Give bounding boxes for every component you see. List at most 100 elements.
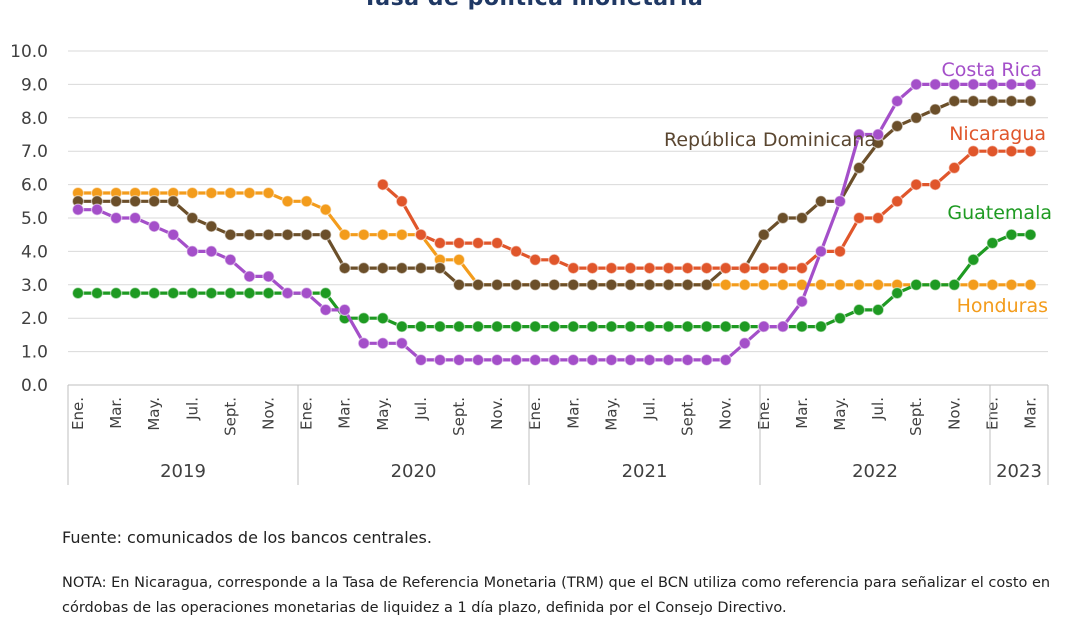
data-point-republica-dominicana bbox=[300, 228, 313, 241]
x-tick-label: Nov. bbox=[488, 397, 506, 430]
y-tick-label: 7.0 bbox=[21, 142, 48, 162]
data-point-honduras bbox=[376, 228, 389, 241]
data-point-nicaragua bbox=[490, 236, 504, 250]
data-point-guatemala bbox=[433, 320, 447, 333]
data-point-costa-rica bbox=[452, 353, 466, 367]
data-point-republica-dominicana bbox=[167, 195, 180, 208]
data-point-costa-rica bbox=[871, 128, 885, 141]
data-point-republica-dominicana bbox=[376, 261, 389, 275]
data-point-costa-rica bbox=[890, 94, 904, 108]
data-point-guatemala bbox=[243, 286, 256, 300]
data-point-guatemala bbox=[490, 320, 504, 333]
x-tick-label: Ene. bbox=[69, 397, 87, 430]
data-point-nicaragua bbox=[681, 261, 694, 275]
data-point-guatemala bbox=[662, 320, 675, 333]
data-point-republica-dominicana bbox=[986, 94, 999, 108]
data-point-guatemala bbox=[509, 320, 523, 333]
data-point-guatemala bbox=[357, 312, 370, 325]
data-point-guatemala bbox=[452, 320, 466, 333]
data-point-honduras bbox=[738, 278, 751, 291]
data-point-guatemala bbox=[414, 320, 428, 333]
data-point-costa-rica bbox=[109, 211, 123, 225]
x-tick-label: May. bbox=[374, 397, 392, 431]
data-point-republica-dominicana bbox=[262, 228, 275, 241]
data-point-republica-dominicana bbox=[586, 278, 599, 291]
data-point-costa-rica bbox=[910, 78, 923, 91]
data-point-costa-rica bbox=[1005, 78, 1018, 91]
data-point-guatemala bbox=[967, 253, 980, 266]
data-point-nicaragua bbox=[567, 261, 580, 275]
data-point-republica-dominicana bbox=[700, 278, 713, 291]
y-tick-label: 6.0 bbox=[21, 176, 48, 196]
data-point-nicaragua bbox=[948, 161, 961, 175]
series-label-costa-rica: Costa Rica bbox=[942, 59, 1043, 81]
data-point-costa-rica bbox=[738, 337, 751, 350]
data-point-republica-dominicana bbox=[281, 228, 294, 241]
data-point-guatemala bbox=[205, 286, 218, 300]
y-tick-label: 10.0 bbox=[10, 42, 48, 62]
x-tick-label: Jul. bbox=[641, 397, 659, 421]
policy-rate-chart: 0.0 1.0 2.0 3.0 4.0 5.0 6.0 7.0 8.0 9.0 10.0 Ene. M… bbox=[10, 42, 1052, 485]
x-tick-label: Nov. bbox=[945, 397, 963, 430]
data-point-costa-rica bbox=[338, 303, 351, 317]
x-tick-label: Jul. bbox=[183, 397, 201, 421]
data-point-honduras bbox=[986, 278, 999, 291]
data-point-honduras bbox=[338, 228, 351, 241]
data-point-costa-rica bbox=[205, 245, 218, 258]
y-tick-label: 8.0 bbox=[21, 109, 48, 129]
data-point-republica-dominicana bbox=[452, 278, 466, 291]
data-point-republica-dominicana bbox=[319, 228, 332, 241]
data-point-honduras bbox=[452, 253, 466, 266]
data-point-nicaragua bbox=[529, 253, 542, 266]
data-point-guatemala bbox=[738, 320, 751, 333]
data-point-costa-rica bbox=[186, 245, 199, 258]
data-point-costa-rica bbox=[967, 78, 980, 91]
data-point-costa-rica bbox=[90, 203, 104, 216]
x-tick-label: Mar. bbox=[793, 397, 811, 429]
data-point-costa-rica bbox=[605, 353, 618, 367]
data-point-guatemala bbox=[109, 286, 123, 300]
data-point-republica-dominicana bbox=[795, 211, 809, 225]
data-point-honduras bbox=[967, 278, 980, 291]
data-point-nicaragua bbox=[624, 261, 637, 275]
x-axis: Ene. Mar. May. Jul. Sept. Nov. Ene. Mar. May. Jul… bbox=[67, 384, 1049, 485]
year-label: 2019 bbox=[160, 461, 206, 482]
chart-title: Tasa de política monetaria bbox=[0, 0, 1066, 11]
data-point-honduras bbox=[300, 195, 313, 208]
data-point-costa-rica bbox=[567, 353, 580, 367]
data-point-guatemala bbox=[586, 320, 599, 333]
x-tick-label: Sept. bbox=[221, 397, 239, 436]
data-point-guatemala bbox=[948, 278, 961, 291]
data-point-guatemala bbox=[643, 320, 656, 333]
x-tick-label: Jul. bbox=[869, 397, 887, 421]
data-point-costa-rica bbox=[224, 253, 237, 266]
data-point-nicaragua bbox=[452, 236, 466, 250]
data-point-republica-dominicana bbox=[147, 195, 161, 208]
data-point-costa-rica bbox=[776, 320, 790, 333]
data-point-republica-dominicana bbox=[109, 195, 123, 208]
data-point-nicaragua bbox=[910, 178, 923, 191]
data-point-guatemala bbox=[1005, 228, 1018, 241]
data-point-costa-rica bbox=[643, 353, 656, 367]
data-point-republica-dominicana bbox=[243, 228, 256, 241]
data-point-costa-rica bbox=[662, 353, 675, 367]
data-point-guatemala bbox=[719, 320, 732, 333]
data-point-nicaragua bbox=[890, 195, 904, 208]
data-point-guatemala bbox=[376, 312, 389, 325]
data-point-republica-dominicana bbox=[509, 278, 523, 291]
data-point-republica-dominicana bbox=[967, 94, 980, 108]
data-point-honduras bbox=[224, 186, 237, 200]
data-point-nicaragua bbox=[852, 211, 866, 225]
data-point-guatemala bbox=[1024, 228, 1037, 241]
series-label-guatemala: Guatemala bbox=[947, 202, 1052, 224]
x-tick-label: Nov. bbox=[260, 397, 278, 430]
source-note: Fuente: comunicados de los bancos centra… bbox=[62, 528, 432, 547]
data-point-republica-dominicana bbox=[890, 119, 904, 133]
data-point-costa-rica bbox=[624, 353, 637, 367]
data-point-nicaragua bbox=[395, 195, 409, 208]
data-point-republica-dominicana bbox=[757, 228, 771, 241]
data-point-guatemala bbox=[395, 320, 409, 333]
data-point-guatemala bbox=[833, 312, 847, 325]
data-point-costa-rica bbox=[700, 353, 713, 367]
data-point-republica-dominicana bbox=[929, 103, 942, 116]
